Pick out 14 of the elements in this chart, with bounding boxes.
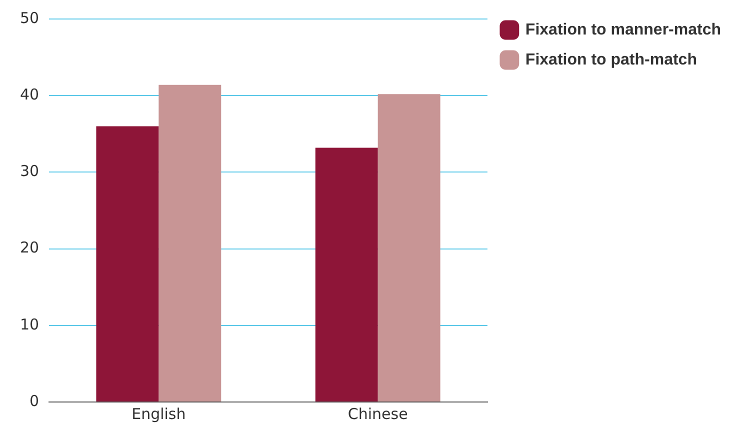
bar (378, 94, 440, 402)
legend-label: Fixation to path-match (525, 51, 697, 68)
bar (315, 148, 378, 402)
bar (158, 84, 222, 402)
y-tick-label: 50 (20, 8, 40, 27)
y-tick-label: 20 (20, 238, 40, 257)
legend-label: Fixation to manner-match (525, 21, 721, 38)
y-tick-label: 30 (20, 162, 40, 180)
x-tick-label: Chinese (348, 404, 408, 423)
y-tick-label: 40 (20, 85, 40, 104)
y-tick-label: 0 (30, 392, 40, 410)
bar (96, 126, 159, 402)
x-tick-label: English (132, 404, 186, 423)
y-tick-label: 10 (20, 315, 40, 334)
